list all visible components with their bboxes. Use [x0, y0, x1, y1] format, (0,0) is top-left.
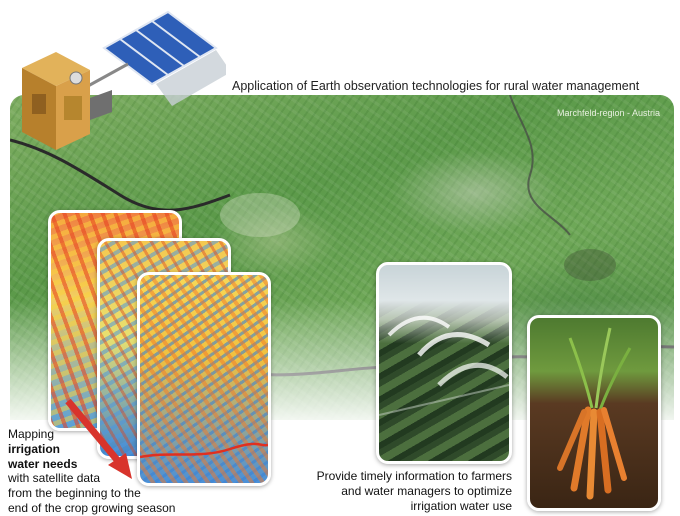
info-text-line: irrigation water use [410, 499, 512, 513]
carrots-photo [527, 315, 661, 511]
mapping-text-line: Mapping [8, 427, 55, 441]
mapping-description: Mapping irrigation water needs with sate… [8, 427, 175, 516]
timeline-arrow-icon [65, 398, 132, 479]
mapping-text-line: end of the crop growing season [8, 500, 176, 515]
irrigation-map-late [137, 272, 271, 486]
region-label: Marchfeld-region - Austria [556, 108, 660, 118]
sprinkler-spray [379, 315, 509, 416]
mapping-text-line: with satellite data [8, 471, 101, 486]
irrigation-sprinkler-photo [376, 262, 512, 464]
satellite-illustration [22, 10, 226, 150]
solar-panel [102, 10, 226, 106]
info-text-line: and water managers to optimize [341, 484, 512, 498]
info-text-line: Provide timely information to farmers [316, 469, 512, 483]
carrots-illustration [557, 327, 632, 500]
mapping-text-line: from the beginning to the [8, 486, 141, 501]
mapping-text-emphasis: water needs [8, 456, 78, 471]
map-boundary-line [140, 442, 268, 459]
mapping-text-emphasis: irrigation [8, 441, 61, 456]
page-title: Application of Earth observation technol… [232, 79, 640, 93]
information-description: Provide timely information to farmers an… [296, 469, 512, 514]
satellite-body [22, 52, 112, 150]
